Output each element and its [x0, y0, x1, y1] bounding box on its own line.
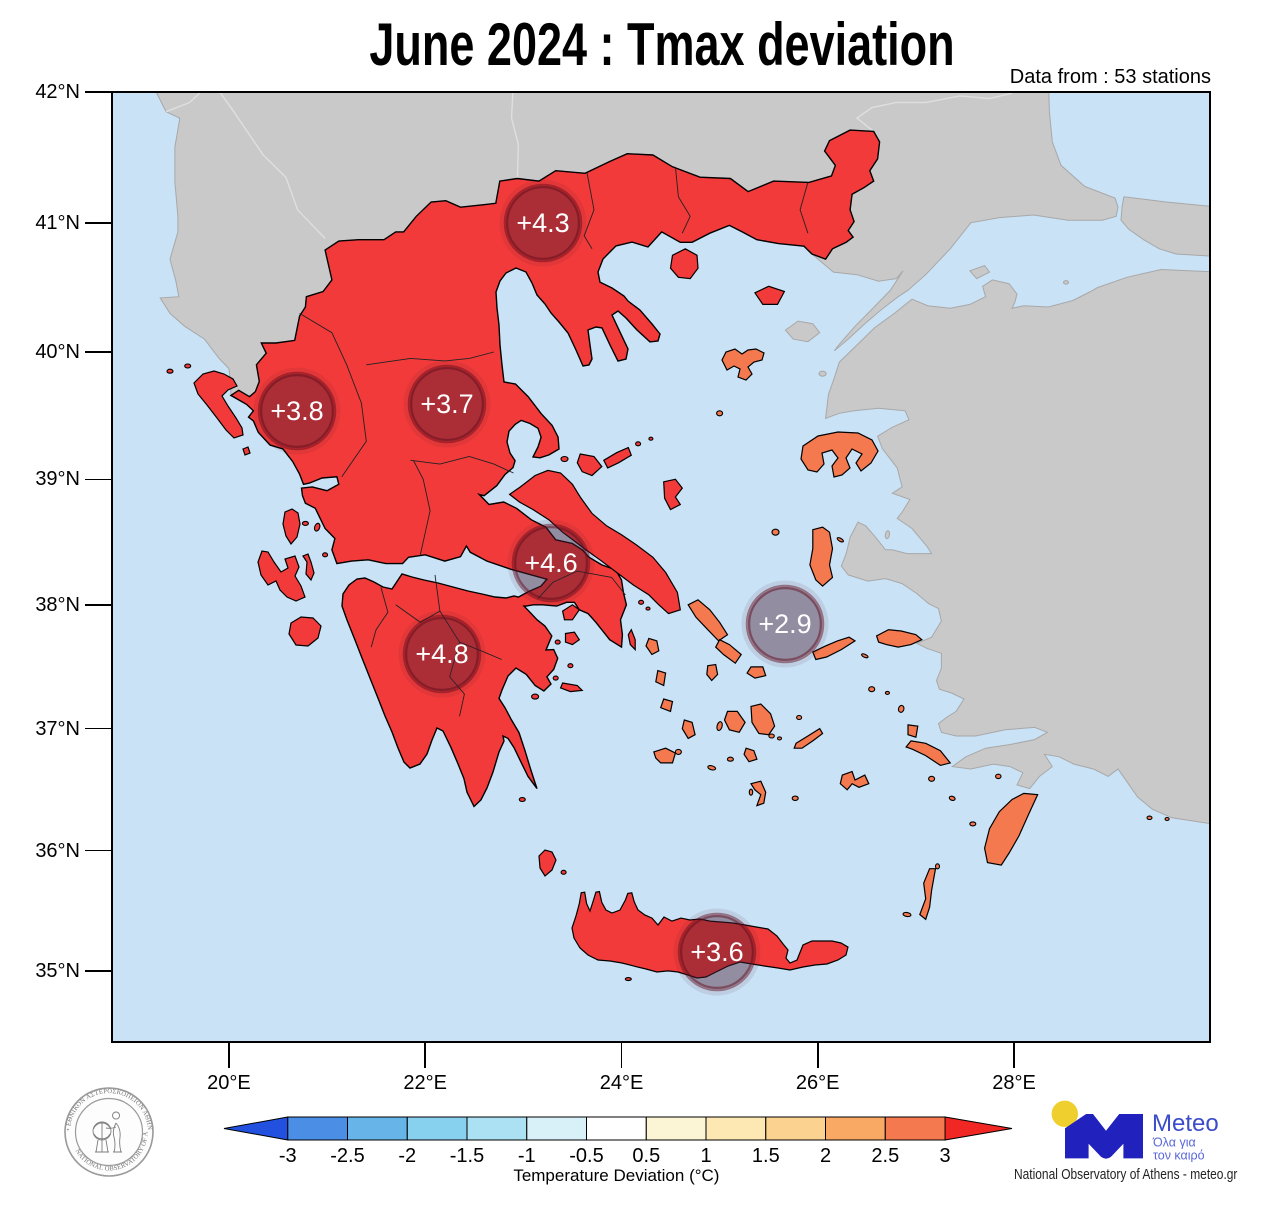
svg-text:+4.3: +4.3 [516, 208, 569, 238]
svg-text:+3.7: +3.7 [420, 389, 473, 419]
svg-text:+3.8: +3.8 [270, 396, 323, 426]
svg-text:Meteo: Meteo [1152, 1110, 1219, 1137]
svg-text:+4.6: +4.6 [524, 548, 577, 578]
svg-text:τον καιρό: τον καιρό [1153, 1149, 1205, 1163]
svg-text:Όλα για: Όλα για [1152, 1136, 1196, 1150]
svg-text:+3.6: +3.6 [690, 937, 743, 967]
svg-text:+4.8: +4.8 [415, 639, 468, 669]
svg-text:+2.9: +2.9 [758, 609, 811, 639]
